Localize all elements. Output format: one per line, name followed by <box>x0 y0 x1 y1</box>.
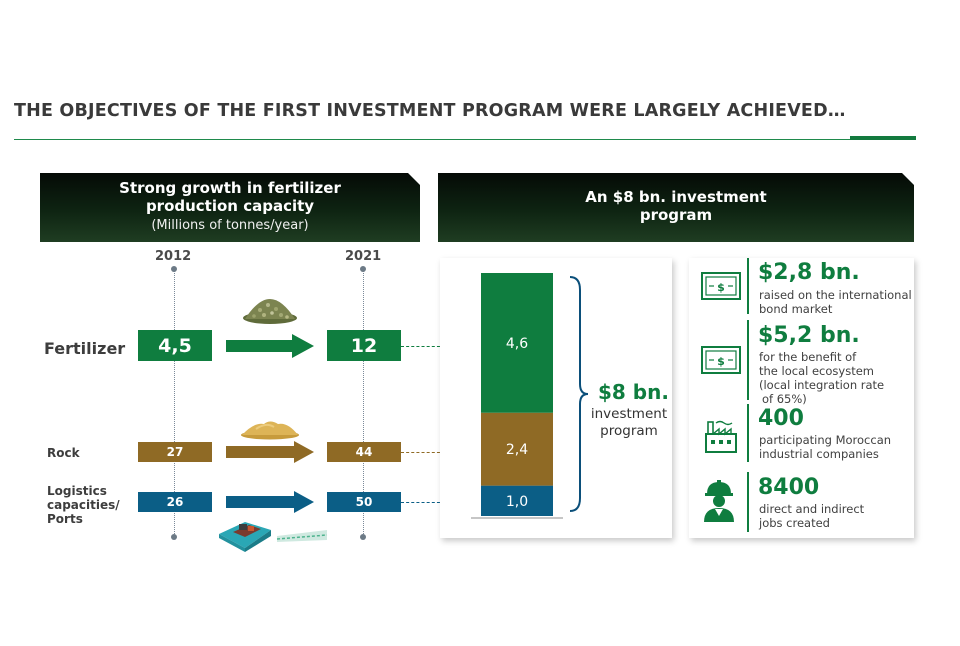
svg-text:$: $ <box>717 281 725 294</box>
svg-text:$: $ <box>717 355 725 368</box>
capacity-subheading: (Millions of tonnes/year) <box>151 218 309 233</box>
stat-ecosystem-desc-line3: (local integration rate <box>759 378 885 392</box>
fertilizer-2021-value: 12 <box>327 330 401 361</box>
rock-growth-arrow-icon <box>226 441 314 463</box>
row-label-fertilizer: Fertilizer <box>44 339 126 358</box>
logistics-label-line2: capacities/ <box>47 498 120 512</box>
row-label-rock: Rock <box>47 446 80 460</box>
timeline-2012-dot-bottom <box>171 534 177 540</box>
timeline-2021-line <box>363 270 364 534</box>
stacked-bar-segment <box>481 412 553 486</box>
stacked-bar-segment <box>481 273 553 413</box>
investment-panel-header: An $8 bn. investment program <box>438 173 914 242</box>
stacked-bar-segment <box>481 485 553 516</box>
year-2021-label: 2021 <box>345 249 382 264</box>
investment-total-value: $8 bn. <box>598 380 669 404</box>
investment-total-label: investment program <box>586 406 672 440</box>
page-title: THE OBJECTIVES OF THE FIRST INVESTMENT P… <box>14 101 846 121</box>
fertilizer-growth-arrow-icon <box>226 334 314 358</box>
stacked-bar-segment-label: 4,6 <box>506 336 528 352</box>
investment-total-label-line2: program <box>600 423 658 439</box>
investment-total-label-line1: investment <box>590 406 668 422</box>
year-2012-label: 2012 <box>155 249 192 264</box>
rock-2012-value: 27 <box>138 442 212 462</box>
title-accent-bar <box>850 136 916 140</box>
stat-bond-desc-line2: bond market <box>759 302 833 316</box>
stat-ecosystem-desc: for the benefit of the local ecosystem (… <box>759 350 884 406</box>
timeline-2021-dot-bottom <box>360 534 366 540</box>
stacked-bar-segment-label: 2,4 <box>506 442 528 458</box>
fertilizer-2012-value: 4,5 <box>138 330 212 361</box>
logistics-label-line1: Logistics <box>47 484 107 498</box>
investment-stats-card: $ $2,8 bn. raised on the international b… <box>689 258 914 538</box>
stat-jobs-value: 8400 <box>758 475 820 500</box>
rock-2021-value: 44 <box>327 442 401 462</box>
stat-ecosystem-desc-line4: of 65%) <box>762 392 807 406</box>
stat-jobs-desc: direct and indirect jobs created <box>759 502 864 530</box>
money-bill-icon: $ <box>701 272 741 300</box>
stat-companies-desc-line2: industrial companies <box>759 447 879 461</box>
title-underline <box>14 139 916 140</box>
logistics-2012-value: 26 <box>138 492 212 512</box>
fertilizer-granules-icon <box>243 299 297 324</box>
logistics-2021-value: 50 <box>327 492 401 512</box>
worker-icon <box>704 480 734 522</box>
stat-divider <box>747 258 749 314</box>
stat-divider <box>747 472 749 532</box>
stat-divider <box>747 320 749 400</box>
stat-jobs-desc-line2: jobs created <box>759 516 830 530</box>
capacity-panel-header: Strong growth in fertilizer production c… <box>40 173 420 242</box>
capacity-heading-line2: production capacity <box>145 197 315 215</box>
timeline-2012-line <box>174 270 175 534</box>
stat-bond-desc: raised on the international bond market <box>759 288 912 316</box>
timeline-2012-dot-top <box>171 266 177 272</box>
investment-stacked-bar-chart: 1,0 2,4 4,6 <box>471 273 563 519</box>
stat-ecosystem-desc-line2: the local ecosystem <box>759 364 874 378</box>
stat-companies-desc-line1: participating Moroccan <box>759 433 892 447</box>
stacked-bar-segment-label: 1,0 <box>506 494 528 510</box>
investment-heading-line2: program <box>639 206 713 224</box>
stat-companies-value: 400 <box>758 406 804 431</box>
factory-icon <box>705 420 737 453</box>
stat-bond-value: $2,8 bn. <box>758 260 860 285</box>
stat-ecosystem-desc-line1: for the benefit of <box>759 350 857 364</box>
logistics-label-line3: Ports <box>47 512 83 526</box>
stat-ecosystem-value: $5,2 bn. <box>758 323 860 348</box>
capacity-heading-line1: Strong growth in fertilizer <box>119 179 341 197</box>
money-bill-icon: $ <box>701 346 741 374</box>
timeline-2021-dot-top <box>360 266 366 272</box>
investment-heading-line1: An $8 bn. investment <box>585 188 767 206</box>
stat-jobs-desc-line1: direct and indirect <box>759 502 865 516</box>
investment-chart-card: 1,0 2,4 4,6 $8 bn. investment program <box>440 258 672 538</box>
cargo-ship-port-icon <box>219 522 328 552</box>
row-label-logistics: Logistics capacities/ Ports <box>47 484 120 526</box>
stat-bond-desc-line1: raised on the international <box>759 288 912 302</box>
phosphate-rock-pile-icon <box>241 421 299 440</box>
stat-companies-desc: participating Moroccan industrial compan… <box>759 433 891 461</box>
stat-divider <box>747 404 749 462</box>
logistics-growth-arrow-icon <box>226 491 314 513</box>
total-bracket-icon <box>569 276 589 512</box>
